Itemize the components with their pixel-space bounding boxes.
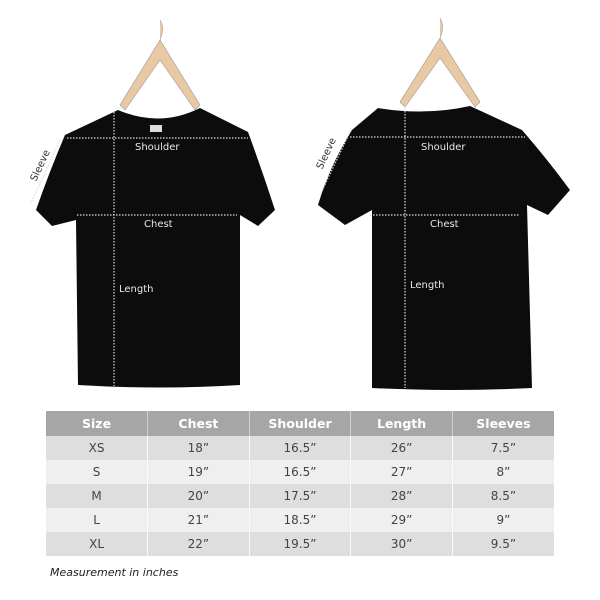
table-cell: S xyxy=(46,460,149,484)
table-cell: 28” xyxy=(350,484,453,508)
table-cell: 20” xyxy=(147,484,250,508)
table-cell: 19.5” xyxy=(249,532,352,556)
header-chest: Chest xyxy=(147,411,250,436)
size-chart-table: Size Chest Shoulder Length Sleeves XS 18”… xyxy=(46,411,554,556)
length-label: Length xyxy=(410,280,445,291)
tshirt-diagram: Shoulder Chest Length Sleeve Shoulder Ch… xyxy=(29,17,570,390)
back-tshirt: Shoulder Chest Length Sleeve xyxy=(315,17,570,390)
table-cell: 8.5” xyxy=(452,484,554,508)
table-cell: 9.5” xyxy=(452,532,554,556)
table-row: M 20” 17.5” 28” 8.5” xyxy=(46,484,554,508)
header-size: Size xyxy=(46,411,149,436)
table-cell: 22” xyxy=(147,532,250,556)
shoulder-label: Shoulder xyxy=(135,142,180,153)
table-cell: 18.5” xyxy=(249,508,352,532)
header-sleeves: Sleeves xyxy=(452,411,554,436)
table-cell: XL xyxy=(46,532,149,556)
chest-label: Chest xyxy=(144,219,173,230)
table-cell: 9” xyxy=(452,508,554,532)
table-cell: 21” xyxy=(147,508,250,532)
table-cell: M xyxy=(46,484,149,508)
table-cell: 29” xyxy=(350,508,453,532)
table-cell: 18” xyxy=(147,436,250,460)
table-cell: 16.5” xyxy=(249,436,352,460)
table-cell: 27” xyxy=(350,460,453,484)
shoulder-label: Shoulder xyxy=(421,142,466,153)
table-row: L 21” 18.5” 29” 9” xyxy=(46,508,554,532)
table-row: XS 18” 16.5” 26” 7.5” xyxy=(46,436,554,460)
table-cell: 30” xyxy=(350,532,453,556)
table-cell: 7.5” xyxy=(452,436,554,460)
front-shirt-body xyxy=(36,108,275,388)
table-row: XL 22” 19.5” 30” 9.5” xyxy=(46,532,554,556)
hanger xyxy=(119,19,201,111)
table-cell: XS xyxy=(46,436,149,460)
table-header-row: Size Chest Shoulder Length Sleeves xyxy=(46,411,554,436)
header-shoulder: Shoulder xyxy=(249,411,352,436)
neck-label xyxy=(150,125,162,132)
front-tshirt: Shoulder Chest Length Sleeve xyxy=(29,19,275,388)
table-cell: 26” xyxy=(350,436,453,460)
table-cell: 8” xyxy=(452,460,554,484)
hanger xyxy=(399,17,481,108)
chest-label: Chest xyxy=(430,219,459,230)
table-row: S 19” 16.5” 27” 8” xyxy=(46,460,554,484)
table-cell: 16.5” xyxy=(249,460,352,484)
length-label: Length xyxy=(119,284,154,295)
table-cell: 17.5” xyxy=(249,484,352,508)
header-length: Length xyxy=(350,411,453,436)
back-shirt-body xyxy=(318,106,570,390)
table-cell: L xyxy=(46,508,149,532)
measurement-note: Measurement in inches xyxy=(50,566,179,579)
table-cell: 19” xyxy=(147,460,250,484)
